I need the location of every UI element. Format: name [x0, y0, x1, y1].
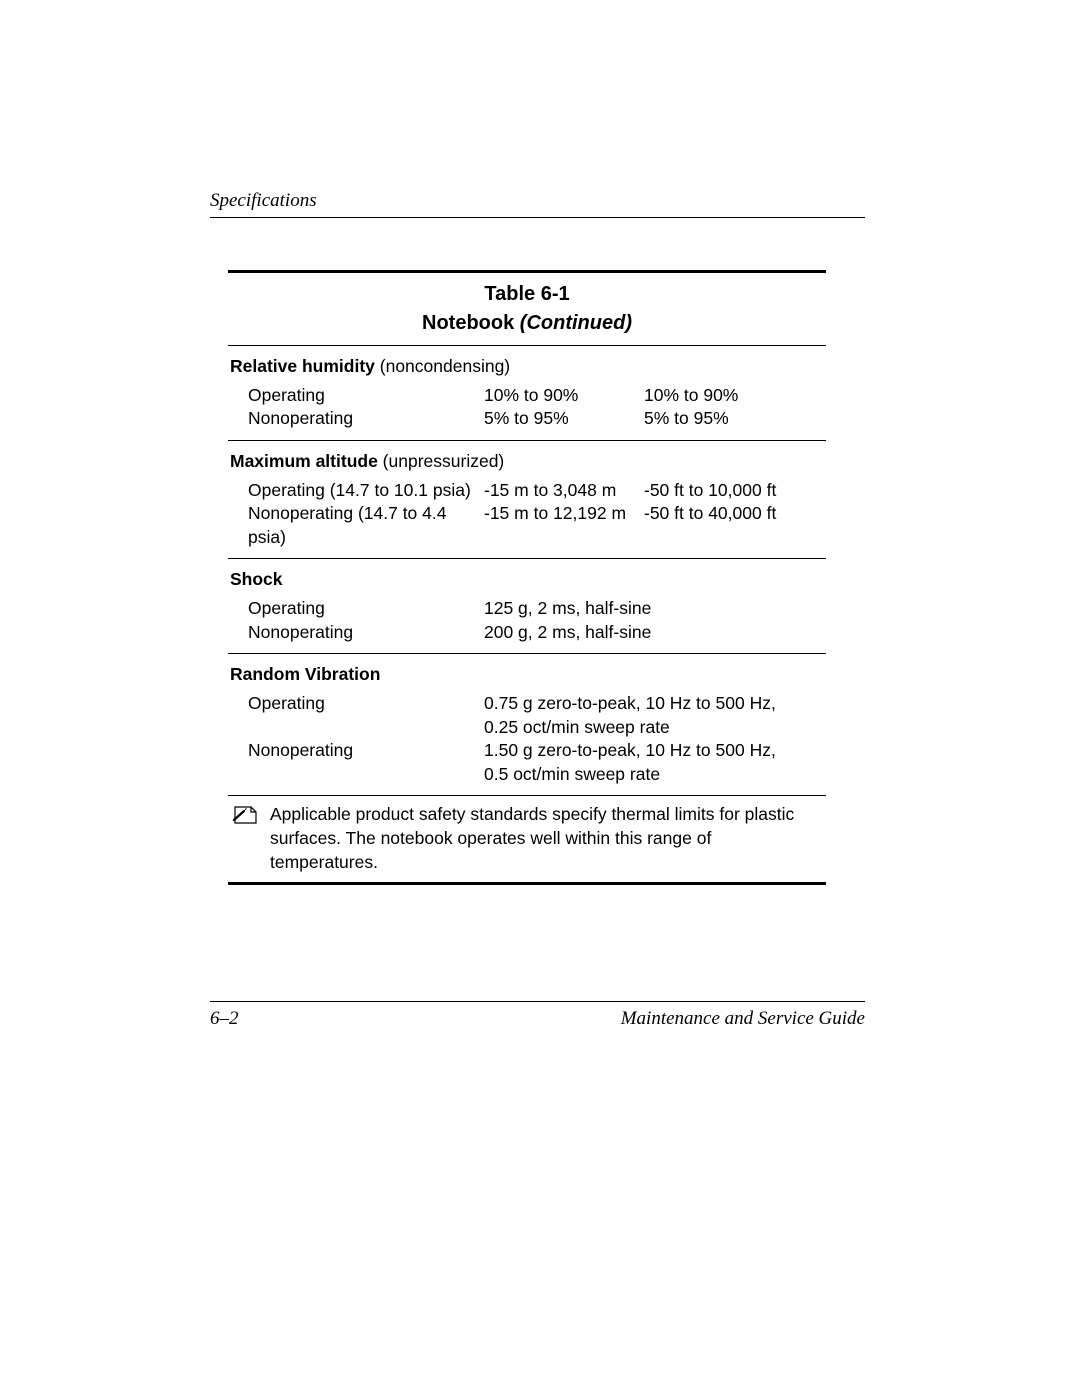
section-shock: Shock Operating 125 g, 2 ms, half-sine N…	[228, 559, 826, 654]
data-block: Operating 125 g, 2 ms, half-sine Nonoper…	[230, 597, 824, 644]
page-number: 6–2	[210, 1008, 239, 1030]
header-bold: Random Vibration	[230, 664, 380, 684]
row-val-line1: 1.50 g zero-to-peak, 10 Hz to 500 Hz,	[484, 739, 824, 763]
row-val-imperial: 5% to 95%	[644, 407, 824, 431]
row-val: 200 g, 2 ms, half-sine	[484, 621, 824, 645]
page-content: Specifications Table 6-1 Notebook (Conti…	[210, 190, 865, 885]
section-header: Random Vibration	[230, 663, 824, 687]
table-row: Operating 125 g, 2 ms, half-sine	[230, 597, 824, 621]
row-val-metric: -15 m to 3,048 m	[484, 479, 644, 503]
subtitle-main: Notebook	[422, 312, 520, 334]
row-val-line2: 0.5 oct/min sweep rate	[484, 763, 824, 787]
doc-title: Maintenance and Service Guide	[621, 1008, 865, 1030]
subtitle-continued: (Continued)	[520, 312, 632, 334]
table-row: Nonoperating 1.50 g zero-to-peak, 10 Hz …	[230, 739, 824, 786]
row-label: Operating	[230, 597, 484, 621]
table-row: Nonoperating 200 g, 2 ms, half-sine	[230, 621, 824, 645]
note-text: Applicable product safety standards spec…	[270, 803, 824, 874]
data-block: Operating (14.7 to 10.1 psia) -15 m to 3…	[230, 479, 824, 550]
table-row: Operating 0.75 g zero-to-peak, 10 Hz to …	[230, 692, 824, 739]
table-row: Operating (14.7 to 10.1 psia) -15 m to 3…	[230, 479, 824, 503]
header-bold: Relative humidity	[230, 356, 380, 376]
running-header: Specifications	[210, 190, 865, 218]
row-val-metric: 5% to 95%	[484, 407, 644, 431]
data-block: Operating 10% to 90% 10% to 90% Nonopera…	[230, 384, 824, 431]
row-val-metric: 10% to 90%	[484, 384, 644, 408]
row-label: Operating	[230, 692, 484, 739]
row-val-line1: 0.75 g zero-to-peak, 10 Hz to 500 Hz,	[484, 692, 824, 716]
row-label: Nonoperating	[230, 407, 484, 431]
section-header: Relative humidity (noncondensing)	[230, 355, 824, 379]
header-bold: Maximum altitude	[230, 451, 383, 471]
row-label: Operating	[230, 384, 484, 408]
section-altitude: Maximum altitude (unpressurized) Operati…	[228, 441, 826, 560]
section-title: Specifications	[210, 190, 317, 211]
table-row: Nonoperating (14.7 to 4.4 psia) -15 m to…	[230, 502, 824, 549]
row-val: 1.50 g zero-to-peak, 10 Hz to 500 Hz, 0.…	[484, 739, 824, 786]
table-header: Table 6-1 Notebook (Continued)	[228, 270, 826, 346]
header-detail: (noncondensing)	[380, 356, 510, 376]
data-block: Operating 0.75 g zero-to-peak, 10 Hz to …	[230, 692, 824, 787]
row-val-imperial: -50 ft to 10,000 ft	[644, 479, 824, 503]
header-bold: Shock	[230, 569, 283, 589]
section-header: Maximum altitude (unpressurized)	[230, 450, 824, 474]
page-footer: 6–2 Maintenance and Service Guide	[210, 1001, 865, 1030]
row-label: Nonoperating	[230, 739, 484, 786]
table-row: Operating 10% to 90% 10% to 90%	[230, 384, 824, 408]
row-val-line2: 0.25 oct/min sweep rate	[484, 716, 824, 740]
row-val: 0.75 g zero-to-peak, 10 Hz to 500 Hz, 0.…	[484, 692, 824, 739]
row-label: Nonoperating (14.7 to 4.4 psia)	[230, 502, 484, 549]
row-label: Operating (14.7 to 10.1 psia)	[230, 479, 484, 503]
spec-table: Table 6-1 Notebook (Continued) Relative …	[228, 270, 826, 885]
table-subtitle: Notebook (Continued)	[228, 312, 826, 346]
row-label: Nonoperating	[230, 621, 484, 645]
note-section: Applicable product safety standards spec…	[228, 796, 826, 885]
header-detail: (unpressurized)	[383, 451, 505, 471]
section-humidity: Relative humidity (noncondensing) Operat…	[228, 346, 826, 441]
section-header: Shock	[230, 568, 824, 592]
row-val-imperial: -50 ft to 40,000 ft	[644, 502, 824, 549]
table-title: Table 6-1	[228, 283, 826, 306]
table-row: Nonoperating 5% to 95% 5% to 95%	[230, 407, 824, 431]
row-val-imperial: 10% to 90%	[644, 384, 824, 408]
row-val: 125 g, 2 ms, half-sine	[484, 597, 824, 621]
row-val-metric: -15 m to 12,192 m	[484, 502, 644, 549]
note-icon	[230, 803, 270, 874]
section-vibration: Random Vibration Operating 0.75 g zero-t…	[228, 654, 826, 796]
